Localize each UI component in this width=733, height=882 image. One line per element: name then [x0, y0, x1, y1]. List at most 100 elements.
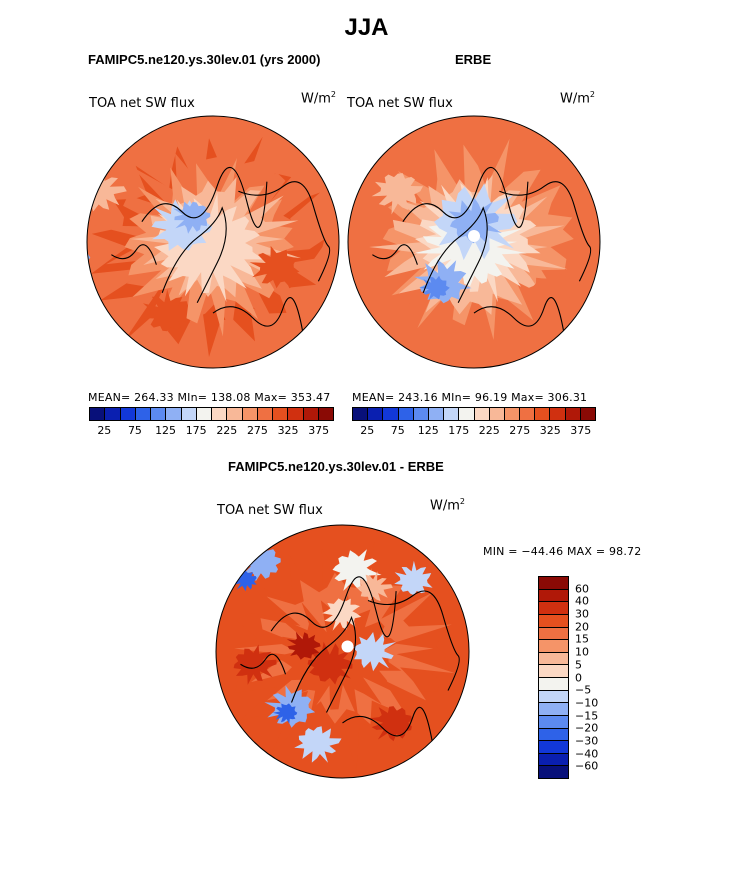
colorbar-swatch — [539, 640, 568, 653]
colorbar-tick-label: 325 — [277, 424, 299, 437]
colorbar-tick-label: 175 — [185, 424, 207, 437]
colorbar-tick-label: −60 — [575, 759, 599, 773]
map-boundary — [86, 115, 340, 369]
panel3-units: W/m2 — [430, 497, 465, 513]
colorbar-swatch — [539, 728, 568, 742]
figure-title: JJA — [344, 14, 389, 41]
panel2-map — [347, 115, 601, 369]
field-contour — [154, 192, 264, 302]
colorbar-tick-label: 225 — [478, 424, 500, 437]
panel1-colorbar: 25 75 125 175 225 275 325 375 — [89, 407, 334, 437]
colorbar-tick-label: 25 — [360, 424, 375, 437]
colorbar-tick-label: −5 — [575, 683, 592, 697]
colorbar-swatch — [212, 408, 228, 420]
colorbar-swatch — [539, 715, 568, 729]
colorbar-tick-label: 75 — [390, 424, 405, 437]
colorbar-swatch — [539, 753, 568, 767]
colorbar-swatch — [504, 408, 521, 420]
colorbar-tick-label: 10 — [575, 645, 589, 659]
map-field — [348, 116, 600, 368]
colorbar-tick-label: −10 — [575, 696, 599, 710]
coastline — [212, 297, 304, 334]
coastline — [372, 244, 418, 265]
coastline — [473, 297, 565, 334]
colorbar-tick-label: 40 — [575, 594, 589, 608]
field-contour — [233, 644, 277, 685]
panel1-units-base: W/m — [301, 91, 331, 107]
colorbar-tick-label: 175 — [448, 424, 470, 437]
panel1-variable-label: TOA net SW flux — [89, 96, 195, 111]
colorbar-swatch — [288, 408, 304, 420]
colorbar-swatch — [398, 408, 414, 420]
panel3-variable-label: TOA net SW flux — [217, 503, 323, 518]
colorbar-swatch — [413, 408, 429, 420]
colorbar-tick-label: 125 — [417, 424, 439, 437]
colorbar-swatch — [580, 408, 595, 420]
coastline — [141, 166, 268, 228]
colorbar-tick-label: 325 — [539, 424, 561, 437]
colorbar-tick-label: −15 — [575, 709, 599, 723]
panel3-colorbar-swatches — [538, 576, 569, 779]
colorbar-swatch — [539, 766, 568, 778]
field-contour — [87, 241, 91, 287]
panel2-variable-label: TOA net SW flux — [347, 96, 453, 111]
field-contour — [249, 245, 300, 289]
panel3-units-sup: 2 — [459, 497, 465, 506]
colorbar-swatch — [368, 408, 384, 420]
field-contour — [448, 197, 502, 244]
coastline — [161, 206, 227, 304]
field-contour — [286, 631, 321, 660]
colorbar-swatch — [353, 408, 369, 420]
panel3-map — [215, 524, 470, 779]
panel1-colorbar-swatches — [89, 407, 334, 421]
colorbar-swatch — [135, 408, 151, 420]
coastline — [111, 244, 157, 265]
colorbar-swatch — [242, 408, 258, 420]
coastline — [499, 181, 592, 282]
colorbar-swatch — [166, 408, 182, 420]
field-contour — [357, 571, 393, 603]
panel1-units: W/m2 — [301, 90, 336, 106]
panel1-map — [86, 115, 340, 369]
field-contour — [142, 289, 191, 332]
colorbar-swatch — [181, 408, 197, 420]
panel1-stats: MEAN= 264.33 MIn= 138.08 Max= 353.47 — [88, 391, 331, 404]
colorbar-swatch — [474, 408, 490, 420]
panel3-colorbar-ticks: 60 40 30 20 15 10 5 0 −5 −10 −15 −20 −30 −40 −60 — [575, 576, 615, 779]
map-boundary — [347, 115, 601, 369]
coastline — [290, 615, 357, 713]
colorbar-swatch — [550, 408, 566, 420]
panel2-units: W/m2 — [560, 90, 595, 106]
panel2-title: ERBE — [455, 52, 492, 67]
field-contour — [307, 641, 353, 685]
colorbar-tick-label: 375 — [570, 424, 592, 437]
panel3-stats: MIN = −44.46 MAX = 98.72 — [483, 545, 642, 558]
colorbar-swatch — [227, 408, 243, 420]
field-contour — [322, 598, 362, 631]
colorbar-swatch — [520, 408, 536, 420]
colorbar-swatch — [273, 408, 289, 420]
panel2-units-base: W/m — [560, 91, 590, 107]
map-field — [87, 116, 339, 368]
panel2-stats: MEAN= 243.16 MIn= 96.19 Max= 306.31 — [352, 391, 588, 404]
colorbar-tick-label: 125 — [155, 424, 177, 437]
colorbar-tick-label: 60 — [575, 582, 589, 596]
colorbar-swatch — [444, 408, 460, 420]
field-contour — [294, 726, 342, 763]
colorbar-swatch — [489, 408, 505, 420]
colorbar-swatch — [303, 408, 319, 420]
panel1-colorbar-ticks: 25 75 125 175 225 275 325 375 — [89, 421, 334, 437]
colorbar-swatch — [120, 408, 136, 420]
coastline — [240, 653, 287, 675]
colorbar-swatch — [318, 408, 333, 420]
field-contour — [369, 706, 413, 742]
colorbar-swatch — [539, 614, 568, 628]
colorbar-tick-label: −20 — [575, 721, 599, 735]
colorbar-tick-label: −30 — [575, 734, 599, 748]
colorbar-swatch — [428, 408, 445, 420]
colorbar-swatch — [151, 408, 167, 420]
field-contour — [371, 173, 423, 215]
colorbar-swatch — [535, 408, 551, 420]
coastline — [367, 590, 460, 691]
field-contour — [527, 271, 575, 317]
